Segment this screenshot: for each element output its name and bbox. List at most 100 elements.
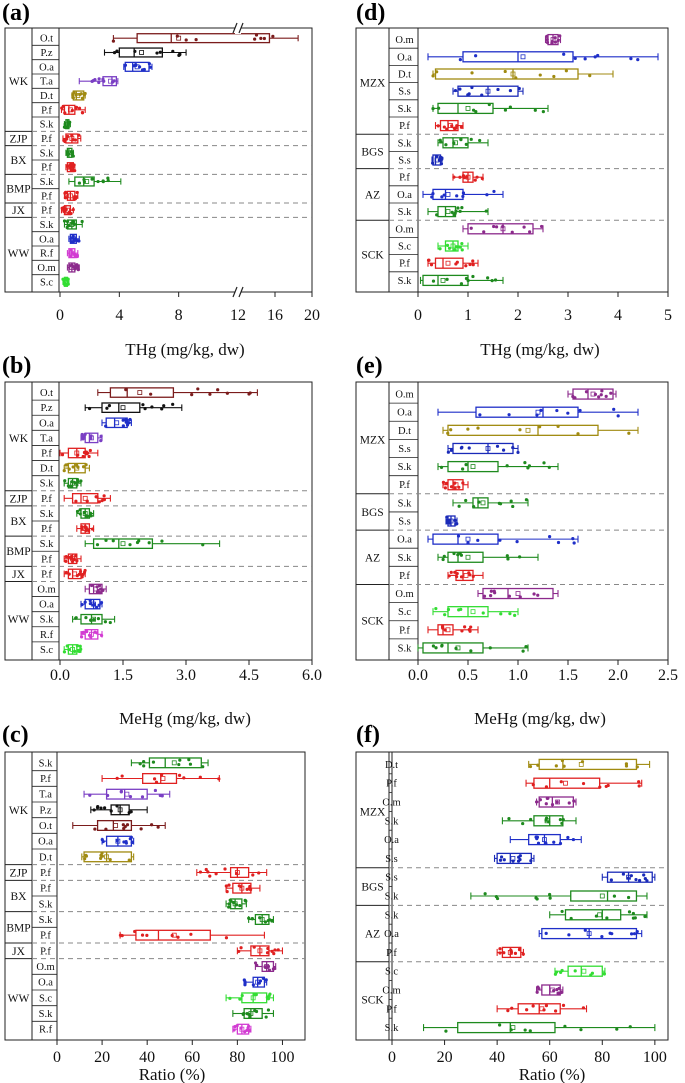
data-point bbox=[66, 134, 70, 139]
data-point bbox=[612, 894, 617, 898]
data-point bbox=[464, 498, 468, 503]
data-point bbox=[234, 903, 239, 907]
data-point bbox=[83, 600, 87, 604]
mean-marker bbox=[465, 106, 471, 111]
data-point bbox=[471, 108, 476, 112]
data-point bbox=[534, 800, 539, 804]
data-point bbox=[581, 781, 586, 786]
x-tick-label: 80 bbox=[229, 1049, 245, 1066]
data-point bbox=[143, 407, 147, 411]
data-point bbox=[453, 486, 457, 490]
species-label: O.m bbox=[37, 585, 55, 596]
data-point bbox=[123, 63, 128, 67]
data-point bbox=[104, 538, 108, 542]
data-point bbox=[544, 818, 548, 822]
data-point bbox=[84, 616, 88, 620]
data-point bbox=[160, 407, 164, 411]
box-iqr bbox=[570, 890, 638, 902]
data-point bbox=[460, 206, 464, 210]
data-point bbox=[506, 1009, 510, 1013]
box-iqr bbox=[432, 533, 499, 545]
data-point bbox=[262, 36, 266, 41]
data-point bbox=[156, 825, 160, 829]
data-point bbox=[589, 973, 593, 977]
data-point bbox=[444, 143, 448, 147]
site-label: JX bbox=[12, 946, 25, 958]
box-iqr bbox=[96, 819, 133, 832]
species-label: T.a bbox=[39, 790, 52, 801]
data-point bbox=[264, 965, 268, 969]
site-label: AZ bbox=[365, 552, 380, 564]
data-point bbox=[101, 588, 105, 592]
data-point bbox=[184, 38, 188, 42]
data-point bbox=[261, 976, 266, 980]
box-iqr bbox=[447, 551, 484, 563]
x-tick-label: 100 bbox=[643, 1049, 667, 1066]
data-point bbox=[445, 127, 449, 131]
data-point bbox=[76, 480, 80, 484]
data-point bbox=[253, 961, 258, 965]
data-point bbox=[120, 774, 124, 778]
data-point bbox=[245, 1028, 249, 1033]
box-iqr bbox=[83, 851, 133, 863]
data-point bbox=[608, 931, 612, 935]
data-point bbox=[187, 758, 191, 762]
data-point bbox=[62, 650, 67, 654]
species-label: R.f bbox=[40, 249, 54, 260]
data-point bbox=[158, 793, 162, 798]
x-axis-label-d: THg (mg/kg, dw) bbox=[480, 340, 599, 359]
data-point bbox=[458, 245, 462, 249]
data-point bbox=[563, 1024, 567, 1028]
box-iqr bbox=[472, 497, 489, 509]
species-label: S.c bbox=[398, 607, 411, 618]
data-point bbox=[80, 603, 84, 607]
data-point bbox=[464, 463, 468, 467]
mean-marker bbox=[259, 917, 265, 922]
data-point bbox=[435, 154, 439, 158]
box-iqr bbox=[148, 757, 202, 769]
data-point bbox=[521, 821, 525, 826]
species-label: O.t bbox=[39, 821, 52, 832]
data-point bbox=[81, 437, 85, 441]
data-point bbox=[96, 588, 100, 593]
species-label: P.f bbox=[40, 931, 51, 942]
data-point bbox=[75, 483, 79, 487]
species-label: O.m bbox=[395, 35, 413, 46]
data-point bbox=[79, 635, 84, 639]
mean-marker bbox=[465, 536, 471, 542]
data-point bbox=[101, 839, 105, 844]
data-point bbox=[561, 1003, 566, 1008]
data-point bbox=[224, 936, 229, 940]
data-point bbox=[92, 617, 96, 622]
data-point bbox=[90, 177, 94, 181]
data-point bbox=[160, 773, 164, 777]
data-point bbox=[439, 465, 444, 469]
data-point bbox=[511, 504, 515, 509]
box-iqr bbox=[606, 871, 653, 883]
mean-marker bbox=[485, 88, 491, 94]
data-point bbox=[153, 788, 158, 793]
data-point bbox=[154, 780, 159, 784]
data-point bbox=[474, 54, 478, 58]
data-point bbox=[518, 858, 522, 862]
species-label: S.k bbox=[398, 462, 412, 473]
data-point bbox=[561, 818, 565, 822]
data-point bbox=[247, 1029, 251, 1033]
data-point bbox=[446, 607, 451, 612]
site-label: BGS bbox=[361, 882, 383, 894]
data-point bbox=[552, 840, 556, 844]
data-point bbox=[431, 106, 435, 111]
box-iqr bbox=[572, 388, 614, 400]
box-iqr bbox=[92, 538, 154, 550]
mean-marker bbox=[114, 420, 120, 426]
data-point bbox=[478, 138, 482, 143]
data-point bbox=[67, 648, 71, 652]
data-point bbox=[484, 209, 488, 213]
data-point bbox=[67, 572, 71, 576]
data-point bbox=[70, 480, 74, 484]
data-point bbox=[476, 538, 480, 542]
data-point bbox=[643, 914, 647, 919]
x-tick-label: 20 bbox=[94, 1049, 110, 1066]
data-point bbox=[66, 152, 71, 156]
data-point bbox=[461, 194, 465, 199]
